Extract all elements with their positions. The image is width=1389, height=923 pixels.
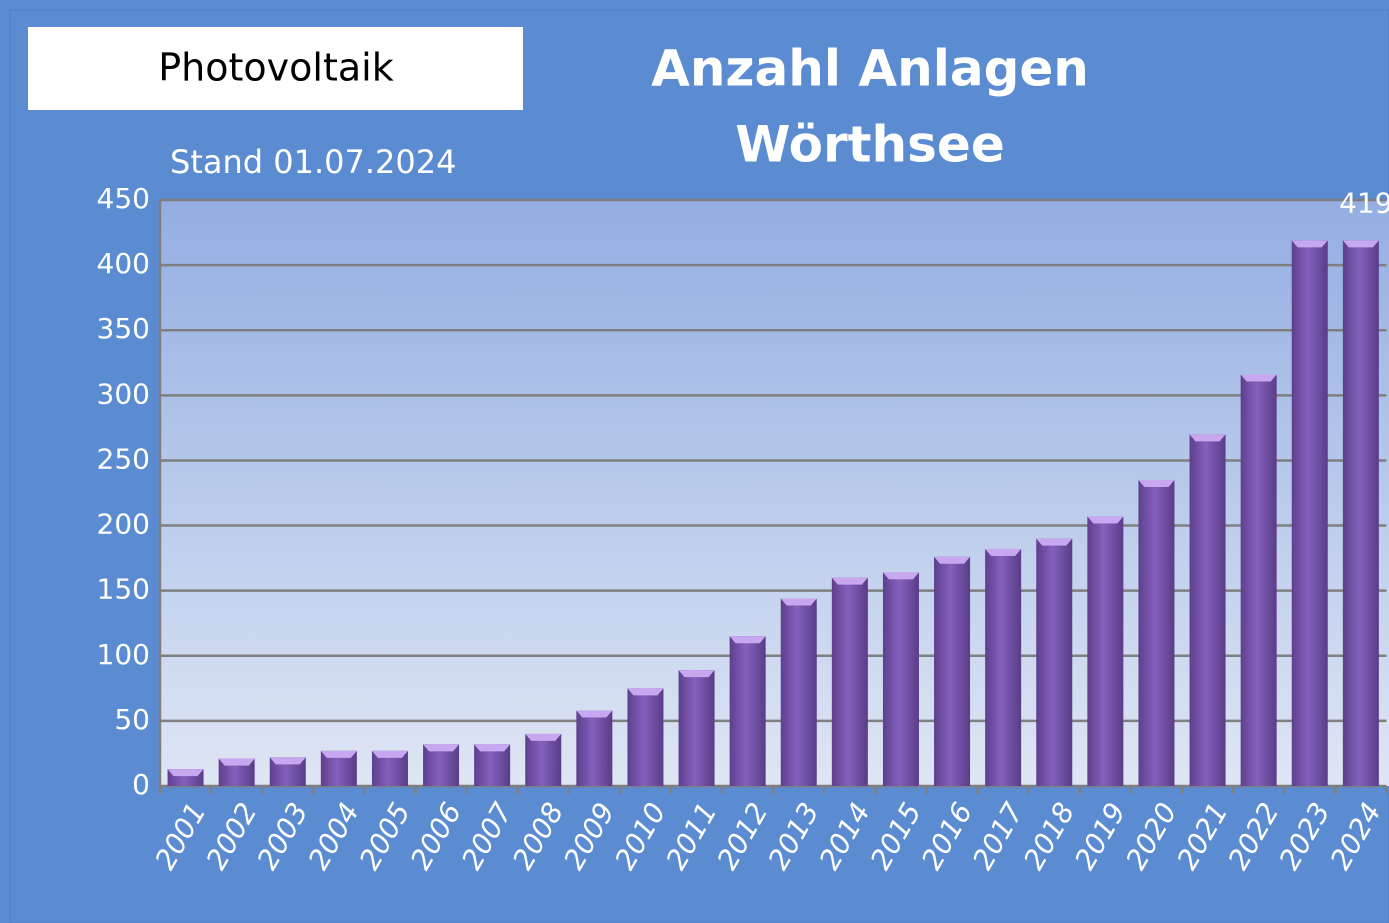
bar-cap	[525, 733, 562, 741]
bar-cap	[1189, 434, 1226, 442]
bar-cap	[167, 769, 204, 777]
bar	[678, 670, 715, 786]
bar-cap	[729, 636, 766, 644]
plot-area	[160, 200, 1389, 786]
bar-cap	[831, 577, 868, 585]
bar-cap	[678, 670, 715, 678]
bar-cap	[474, 744, 511, 752]
bar	[1189, 434, 1226, 786]
bar	[729, 636, 766, 786]
chart-title: Wörthsee	[735, 116, 1004, 174]
data-label: 419	[1339, 186, 1389, 219]
bar	[985, 548, 1022, 786]
bar-cap	[934, 556, 971, 564]
bar-cap	[985, 548, 1022, 556]
y-tick-label: 450	[97, 182, 150, 215]
bar	[882, 572, 919, 786]
bar	[627, 688, 664, 786]
y-tick-label: 150	[97, 573, 150, 606]
bar	[1240, 374, 1277, 786]
y-tick-label: 250	[97, 442, 150, 475]
bar-cap	[882, 572, 919, 580]
y-tick-label: 400	[97, 247, 150, 280]
bar	[525, 733, 562, 786]
bar	[1138, 479, 1175, 786]
bar-cap	[269, 757, 306, 765]
bar	[1087, 516, 1124, 786]
label: Photovoltaik	[158, 46, 393, 90]
bar-cap	[1291, 240, 1328, 248]
bar-cap	[320, 750, 357, 758]
bar-cap	[1138, 479, 1175, 487]
bar	[934, 556, 971, 786]
bar-cap	[780, 598, 817, 606]
chart-title: Anzahl Anlagen	[651, 40, 1089, 98]
bar	[1291, 240, 1328, 786]
y-tick-label: 200	[97, 508, 150, 541]
bar-cap	[576, 710, 613, 718]
y-tick-label: 350	[97, 312, 150, 345]
bar	[831, 577, 868, 786]
bar-cap	[371, 750, 408, 758]
bar-cap	[627, 688, 664, 696]
bar	[576, 710, 613, 786]
bar	[1036, 538, 1073, 786]
y-tick-label: 0	[132, 768, 150, 801]
subtitle: Stand 01.07.2024	[170, 143, 456, 181]
bar-cap	[1342, 240, 1379, 248]
y-tick-label: 50	[114, 703, 150, 736]
bar-cap	[423, 744, 460, 752]
y-tick-label: 100	[97, 638, 150, 671]
bar-cap	[1036, 538, 1073, 546]
bar-cap	[1240, 374, 1277, 382]
bar	[1342, 240, 1379, 786]
y-tick-label: 300	[97, 377, 150, 410]
bar	[780, 598, 817, 786]
label-box	[28, 27, 523, 110]
bar-cap	[1087, 516, 1124, 524]
bar-cap	[218, 758, 255, 766]
